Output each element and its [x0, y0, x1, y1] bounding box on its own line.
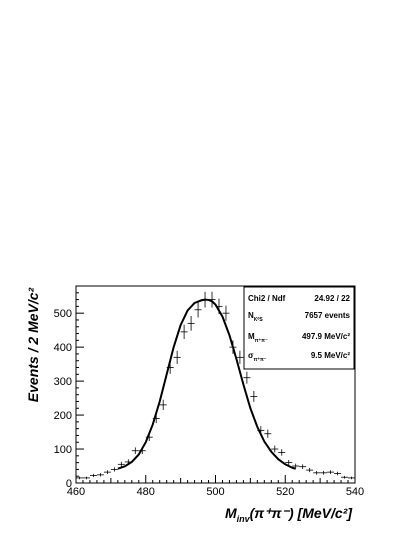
y-tick-label: 0 — [66, 478, 72, 490]
data-point — [243, 371, 251, 384]
data-point — [348, 476, 355, 480]
data-point — [236, 350, 244, 364]
data-point — [250, 390, 258, 402]
data-point — [82, 476, 90, 480]
stats-row-sigma-label: σπ⁺π⁻ — [248, 351, 267, 363]
stats-box: Chi2 / Ndf 24.92 / 22 NK⁰S 7657 events M… — [243, 286, 355, 370]
fit-curve — [117, 298, 296, 470]
data-point — [271, 445, 279, 453]
y-axis-title: Events / 2 MeV/c² — [25, 287, 41, 402]
data-point — [131, 447, 139, 455]
y-tick-label: 200 — [54, 410, 72, 422]
data-point — [194, 302, 202, 318]
data-point — [292, 463, 300, 469]
data-points — [76, 291, 355, 480]
data-point — [180, 324, 188, 340]
data-point — [299, 464, 307, 470]
data-point — [334, 471, 342, 476]
data-point — [306, 467, 314, 473]
x-tick-label: 520 — [276, 486, 294, 498]
x-tick-label: 540 — [346, 486, 364, 498]
data-point — [89, 473, 97, 478]
data-point — [76, 476, 83, 480]
data-point — [285, 459, 293, 466]
data-point — [278, 449, 286, 456]
data-point — [159, 399, 167, 411]
data-point — [187, 315, 195, 331]
data-point — [313, 470, 321, 475]
stats-row-sigma-value: 9.5 MeV/c² — [311, 351, 350, 360]
data-point — [320, 470, 328, 475]
data-point — [110, 467, 118, 472]
y-tick-label: 500 — [54, 308, 72, 320]
y-tick-label: 300 — [54, 376, 72, 388]
data-point — [327, 470, 335, 475]
data-point — [173, 350, 181, 364]
tick-labels: 460 480 500 520 540 0 100 200 300 400 500 — [54, 308, 365, 498]
stats-box-frame — [243, 286, 355, 370]
data-point — [117, 461, 125, 467]
stats-row-chi2-value: 24.92 / 22 — [314, 294, 350, 303]
data-point — [222, 305, 230, 321]
data-point — [264, 429, 272, 438]
y-tick-label: 100 — [54, 444, 72, 456]
stats-row-n-value: 7657 events — [305, 311, 351, 320]
stats-row-mass-label: Mπ⁺π⁻ — [248, 332, 268, 344]
stats-row-mass-value: 497.9 MeV/c² — [302, 332, 350, 341]
x-tick-label: 460 — [67, 486, 85, 498]
stats-row-n-label: NK⁰S — [248, 311, 263, 323]
y-tick-label: 400 — [54, 342, 72, 354]
x-tick-label: 500 — [206, 486, 224, 498]
data-point — [96, 473, 104, 477]
x-tick-label: 480 — [137, 486, 155, 498]
data-point — [103, 470, 111, 475]
x-axis-title: Minv(π⁺π⁻) [MeV/c²] — [225, 505, 353, 524]
data-point — [341, 475, 349, 479]
stats-row-chi2-label: Chi2 / Ndf — [248, 294, 286, 303]
axis-ticks — [75, 285, 356, 484]
